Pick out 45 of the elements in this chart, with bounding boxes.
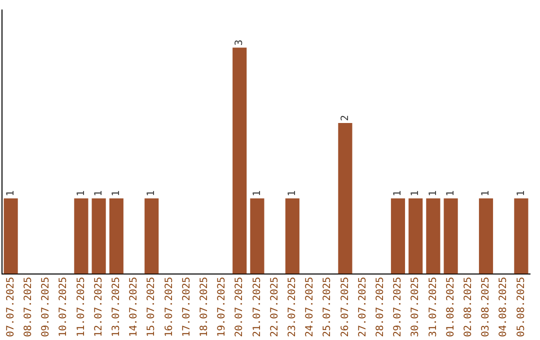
x-tick-label: 19.07.2025	[216, 276, 228, 338]
data-label: 1	[428, 190, 439, 196]
data-label: 1	[76, 190, 87, 196]
x-tick-label: 23.07.2025	[286, 276, 298, 338]
x-tick-label: 25.07.2025	[322, 276, 334, 338]
x-tick-label: 13.07.2025	[110, 276, 122, 338]
data-label: 1	[146, 190, 158, 196]
data-label: 1	[5, 190, 16, 196]
x-tick-label: 17.07.2025	[181, 276, 192, 338]
x-tick-label: 02.08.2025	[462, 276, 474, 338]
x-tick-label: 28.07.2025	[374, 276, 386, 338]
x-tick-label: 27.07.2025	[357, 276, 368, 338]
data-label: 1	[516, 190, 527, 196]
x-tick-label: 15.07.2025	[146, 276, 158, 338]
x-tick-label: 18.07.2025	[198, 276, 210, 338]
data-label: 1	[252, 190, 263, 196]
data-label: 1	[410, 190, 422, 196]
x-tick-label: 16.07.2025	[164, 276, 175, 338]
x-tick-label: 03.08.2025	[480, 276, 492, 338]
data-label: 2	[340, 115, 351, 122]
data-label: 1	[93, 190, 104, 196]
data-label: 1	[445, 190, 456, 196]
data-label: 1	[110, 190, 122, 196]
x-tick-label: 08.07.2025	[22, 276, 34, 338]
x-tick-label: 07.07.2025	[5, 276, 16, 338]
x-tick-label: 21.07.2025	[252, 276, 263, 338]
x-tick-label: 31.07.2025	[428, 276, 439, 338]
x-tick-label: 26.07.2025	[340, 276, 351, 338]
data-label: 1	[480, 190, 492, 196]
x-tick-label: 01.08.2025	[445, 276, 456, 338]
x-tick-label: 11.07.2025	[76, 276, 87, 338]
x-tick-label: 05.08.2025	[516, 276, 527, 338]
x-tick-label: 22.07.2025	[269, 276, 280, 338]
x-tick-label: 14.07.2025	[128, 276, 140, 338]
x-tick-label: 30.07.2025	[410, 276, 422, 338]
x-tick-label: 04.08.2025	[498, 276, 510, 338]
x-tick-label: 10.07.2025	[58, 276, 70, 338]
data-label: 1	[392, 190, 404, 196]
x-tick-label: 12.07.2025	[93, 276, 104, 338]
x-tick-label: 09.07.2025	[40, 276, 52, 338]
x-tick-label: 29.07.2025	[392, 276, 404, 338]
data-label: 3	[234, 40, 246, 46]
x-tick-label: 24.07.2025	[304, 276, 316, 338]
data-label: 1	[286, 190, 298, 196]
x-tick-label: 20.07.2025	[234, 276, 246, 338]
